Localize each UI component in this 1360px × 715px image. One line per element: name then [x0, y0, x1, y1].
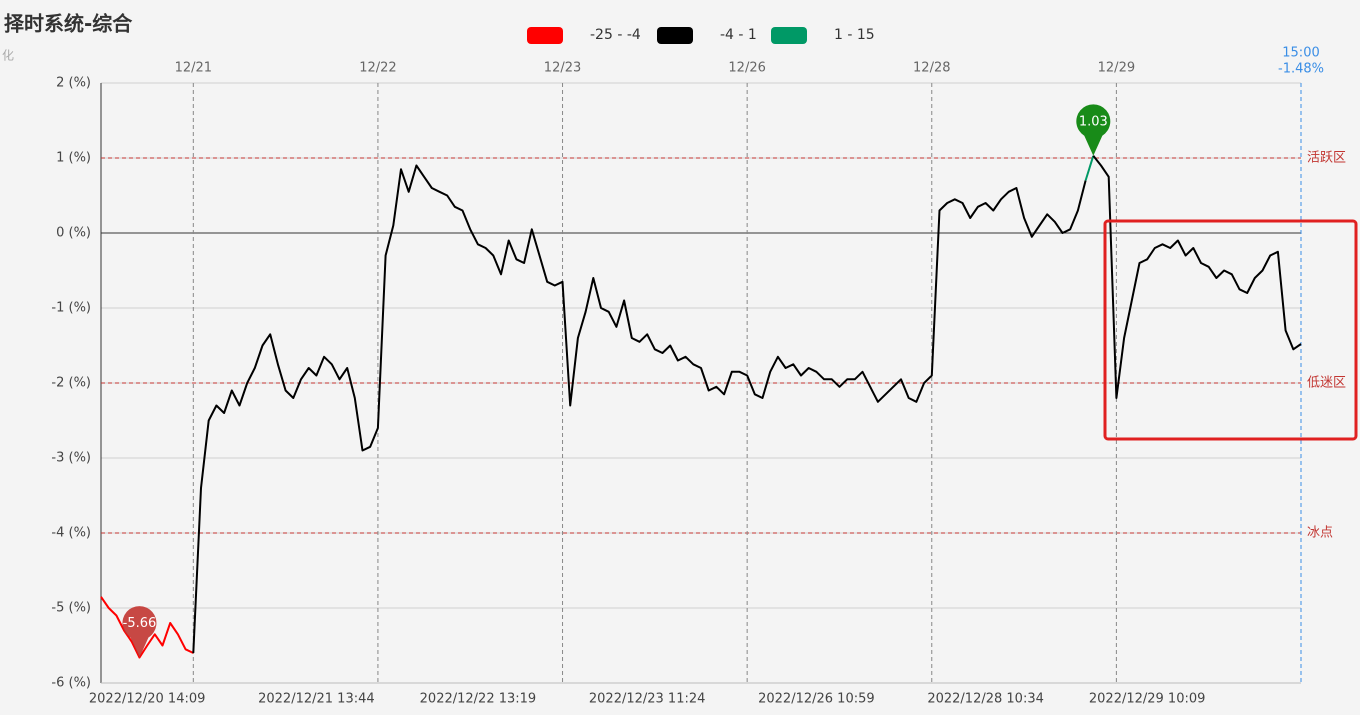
legend-swatch[interactable]: [771, 27, 807, 44]
mark-point: [122, 606, 157, 658]
x-tick-label: 2022/12/20 14:09: [89, 692, 206, 707]
mark-line-label: 活跃区: [1307, 151, 1346, 166]
legend-label: -4 - 1: [720, 27, 757, 43]
y-tick-label: 1 (%): [56, 151, 91, 166]
x2-tick-label: 12/23: [544, 61, 581, 76]
y-tick-label: -4 (%): [51, 526, 91, 541]
line-segment: [1084, 155, 1095, 181]
y-tick-label: -5 (%): [51, 601, 91, 616]
x-tick-label: 2022/12/23 11:24: [589, 692, 706, 707]
chart-title: 择时系统-综合: [4, 12, 133, 36]
line-segment: [1092, 155, 1302, 399]
legend-swatch[interactable]: [657, 27, 693, 44]
x2-tick-label: 15:00: [1282, 46, 1319, 61]
mark-line-label: 低迷区: [1307, 376, 1346, 391]
x2-tick-label: 12/29: [1098, 61, 1135, 76]
x-tick-label: 2022/12/21 13:44: [258, 692, 375, 707]
mark-line-label: 冰点: [1307, 526, 1333, 541]
x-tick-label: 2022/12/29 10:09: [1089, 692, 1206, 707]
y-tick-label: -2 (%): [51, 376, 91, 391]
x2-tick-label: 12/28: [913, 61, 950, 76]
y-tick-label: 0 (%): [56, 226, 91, 241]
y-tick-label: 2 (%): [56, 76, 91, 91]
legend-label: -25 - -4: [590, 27, 641, 43]
y-tick-label: -3 (%): [51, 451, 91, 466]
last-value-label: -1.48%: [1278, 62, 1324, 77]
x2-tick-label: 12/22: [359, 61, 396, 76]
x-tick-label: 2022/12/28 10:34: [927, 692, 1044, 707]
x2-tick-label: 12/21: [175, 61, 212, 76]
y-tick-label: -1 (%): [51, 301, 91, 316]
highlight-box: [1103, 219, 1358, 441]
mark-point-label: 1.03: [1079, 114, 1108, 129]
mark-point-label: -5.66: [123, 616, 157, 631]
x2-tick-label: 12/26: [728, 61, 765, 76]
y-tick-label: -6 (%): [51, 676, 91, 691]
x-tick-label: 2022/12/22 13:19: [420, 692, 537, 707]
mark-point: [1076, 104, 1111, 156]
line-segment: [192, 164, 1087, 654]
legend-swatch[interactable]: [527, 27, 563, 44]
x-tick-label: 2022/12/26 10:59: [758, 692, 875, 707]
chart-subtitle: 化: [2, 49, 14, 63]
legend-label: 1 - 15: [834, 27, 875, 43]
line-segment: [100, 596, 194, 659]
